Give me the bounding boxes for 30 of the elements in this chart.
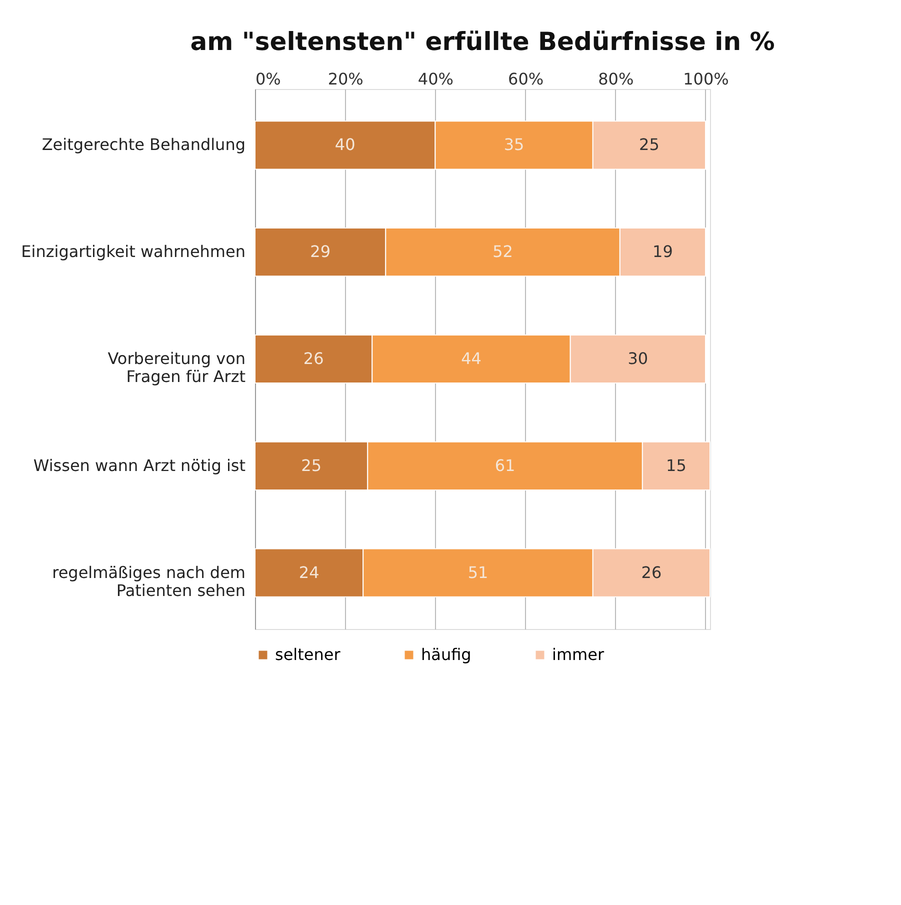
data-label: 61 xyxy=(494,456,516,475)
y-tick-label: Einzigartigkeit wahrnehmen xyxy=(21,242,246,262)
data-label: 24 xyxy=(298,562,320,582)
data-label: 51 xyxy=(468,562,488,582)
x-tick-label: 80% xyxy=(598,70,634,88)
data-label: 15 xyxy=(666,456,686,475)
data-label: 35 xyxy=(504,135,524,154)
legend-label: häufig xyxy=(421,645,472,664)
data-label: 52 xyxy=(492,242,513,262)
data-label: 30 xyxy=(628,349,648,368)
legend-label: immer xyxy=(552,645,604,664)
y-tick-label: regelmäßiges nach dem Patienten sehen xyxy=(52,562,246,600)
x-tick-label: 20% xyxy=(328,70,364,88)
legend-label: seltener xyxy=(275,645,341,664)
x-tick-label: 40% xyxy=(418,70,454,88)
chart-title: am "seltensten" erfüllte Bedürfnisse in % xyxy=(190,27,775,56)
data-label: 26 xyxy=(641,562,662,582)
y-tick-label: Wissen wann Arzt nötig ist xyxy=(33,456,246,475)
y-tick-label: Vorbereitung von Fragen für Arzt xyxy=(108,349,246,386)
data-label: 40 xyxy=(334,135,356,154)
x-tick-label: 0% xyxy=(256,70,281,88)
x-tick-label: 100% xyxy=(683,70,729,88)
y-tick-label: Zeitgerechte Behandlung xyxy=(42,135,246,154)
data-label: 26 xyxy=(303,349,324,368)
data-label: 29 xyxy=(310,242,330,262)
x-tick-label: 60% xyxy=(508,70,544,88)
data-label: 25 xyxy=(639,135,660,154)
data-label: 25 xyxy=(301,456,322,475)
data-label: 44 xyxy=(461,349,482,368)
data-label: 19 xyxy=(652,242,673,262)
